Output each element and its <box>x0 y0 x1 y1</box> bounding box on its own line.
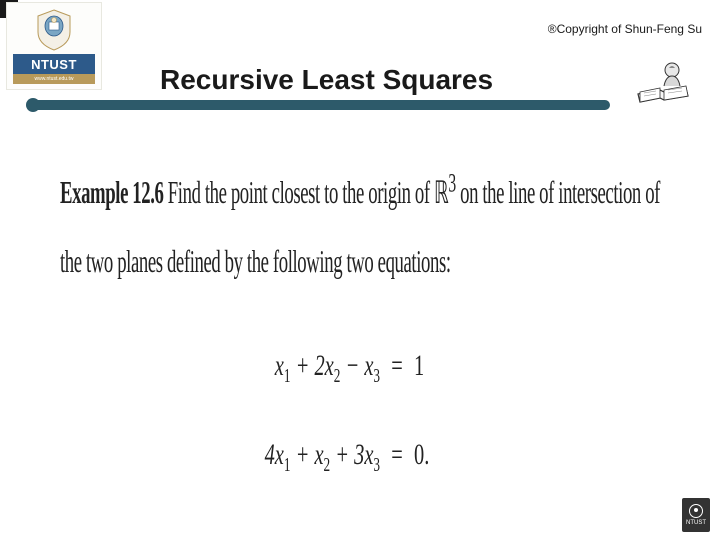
footer-badge: NTUST <box>682 498 710 532</box>
example-text: Example 12.6 Find the point closest to t… <box>60 155 669 297</box>
example-content: Example 12.6 Find the point closest to t… <box>60 155 670 265</box>
equations-block: x1 + 2x2 − x3 = 1 4x1 + x2 + 3x3 = 0. <box>210 350 448 527</box>
example-label: Example 12.6 <box>60 177 163 211</box>
eq2-sign: = <box>380 438 414 472</box>
badge-icon <box>689 504 703 518</box>
example-body-1: Find the point closest to the origin of … <box>163 177 448 211</box>
eq1-rhs: 1 <box>414 350 448 384</box>
logo-url: www.ntust.edu.tw <box>13 74 95 84</box>
copyright-text: ®Copyright of Shun-Feng Su <box>548 22 702 36</box>
page-title: Recursive Least Squares <box>160 64 493 96</box>
equation-2: 4x1 + x2 + 3x3 = 0. <box>210 438 448 476</box>
book-icon <box>634 56 692 106</box>
eq2-lhs: 4x1 + x2 + 3x3 <box>210 438 380 476</box>
title-underline <box>30 100 610 110</box>
shield-icon <box>33 8 75 52</box>
university-logo: NTUST www.ntust.edu.tw <box>6 2 102 90</box>
equation-1: x1 + 2x2 − x3 = 1 <box>210 350 448 388</box>
eq1-sign: = <box>380 350 414 384</box>
eq1-lhs: x1 + 2x2 − x3 <box>210 350 380 388</box>
badge-label: NTUST <box>686 520 706 526</box>
eq2-rhs: 0. <box>414 438 448 472</box>
logo-text: NTUST <box>13 54 95 74</box>
